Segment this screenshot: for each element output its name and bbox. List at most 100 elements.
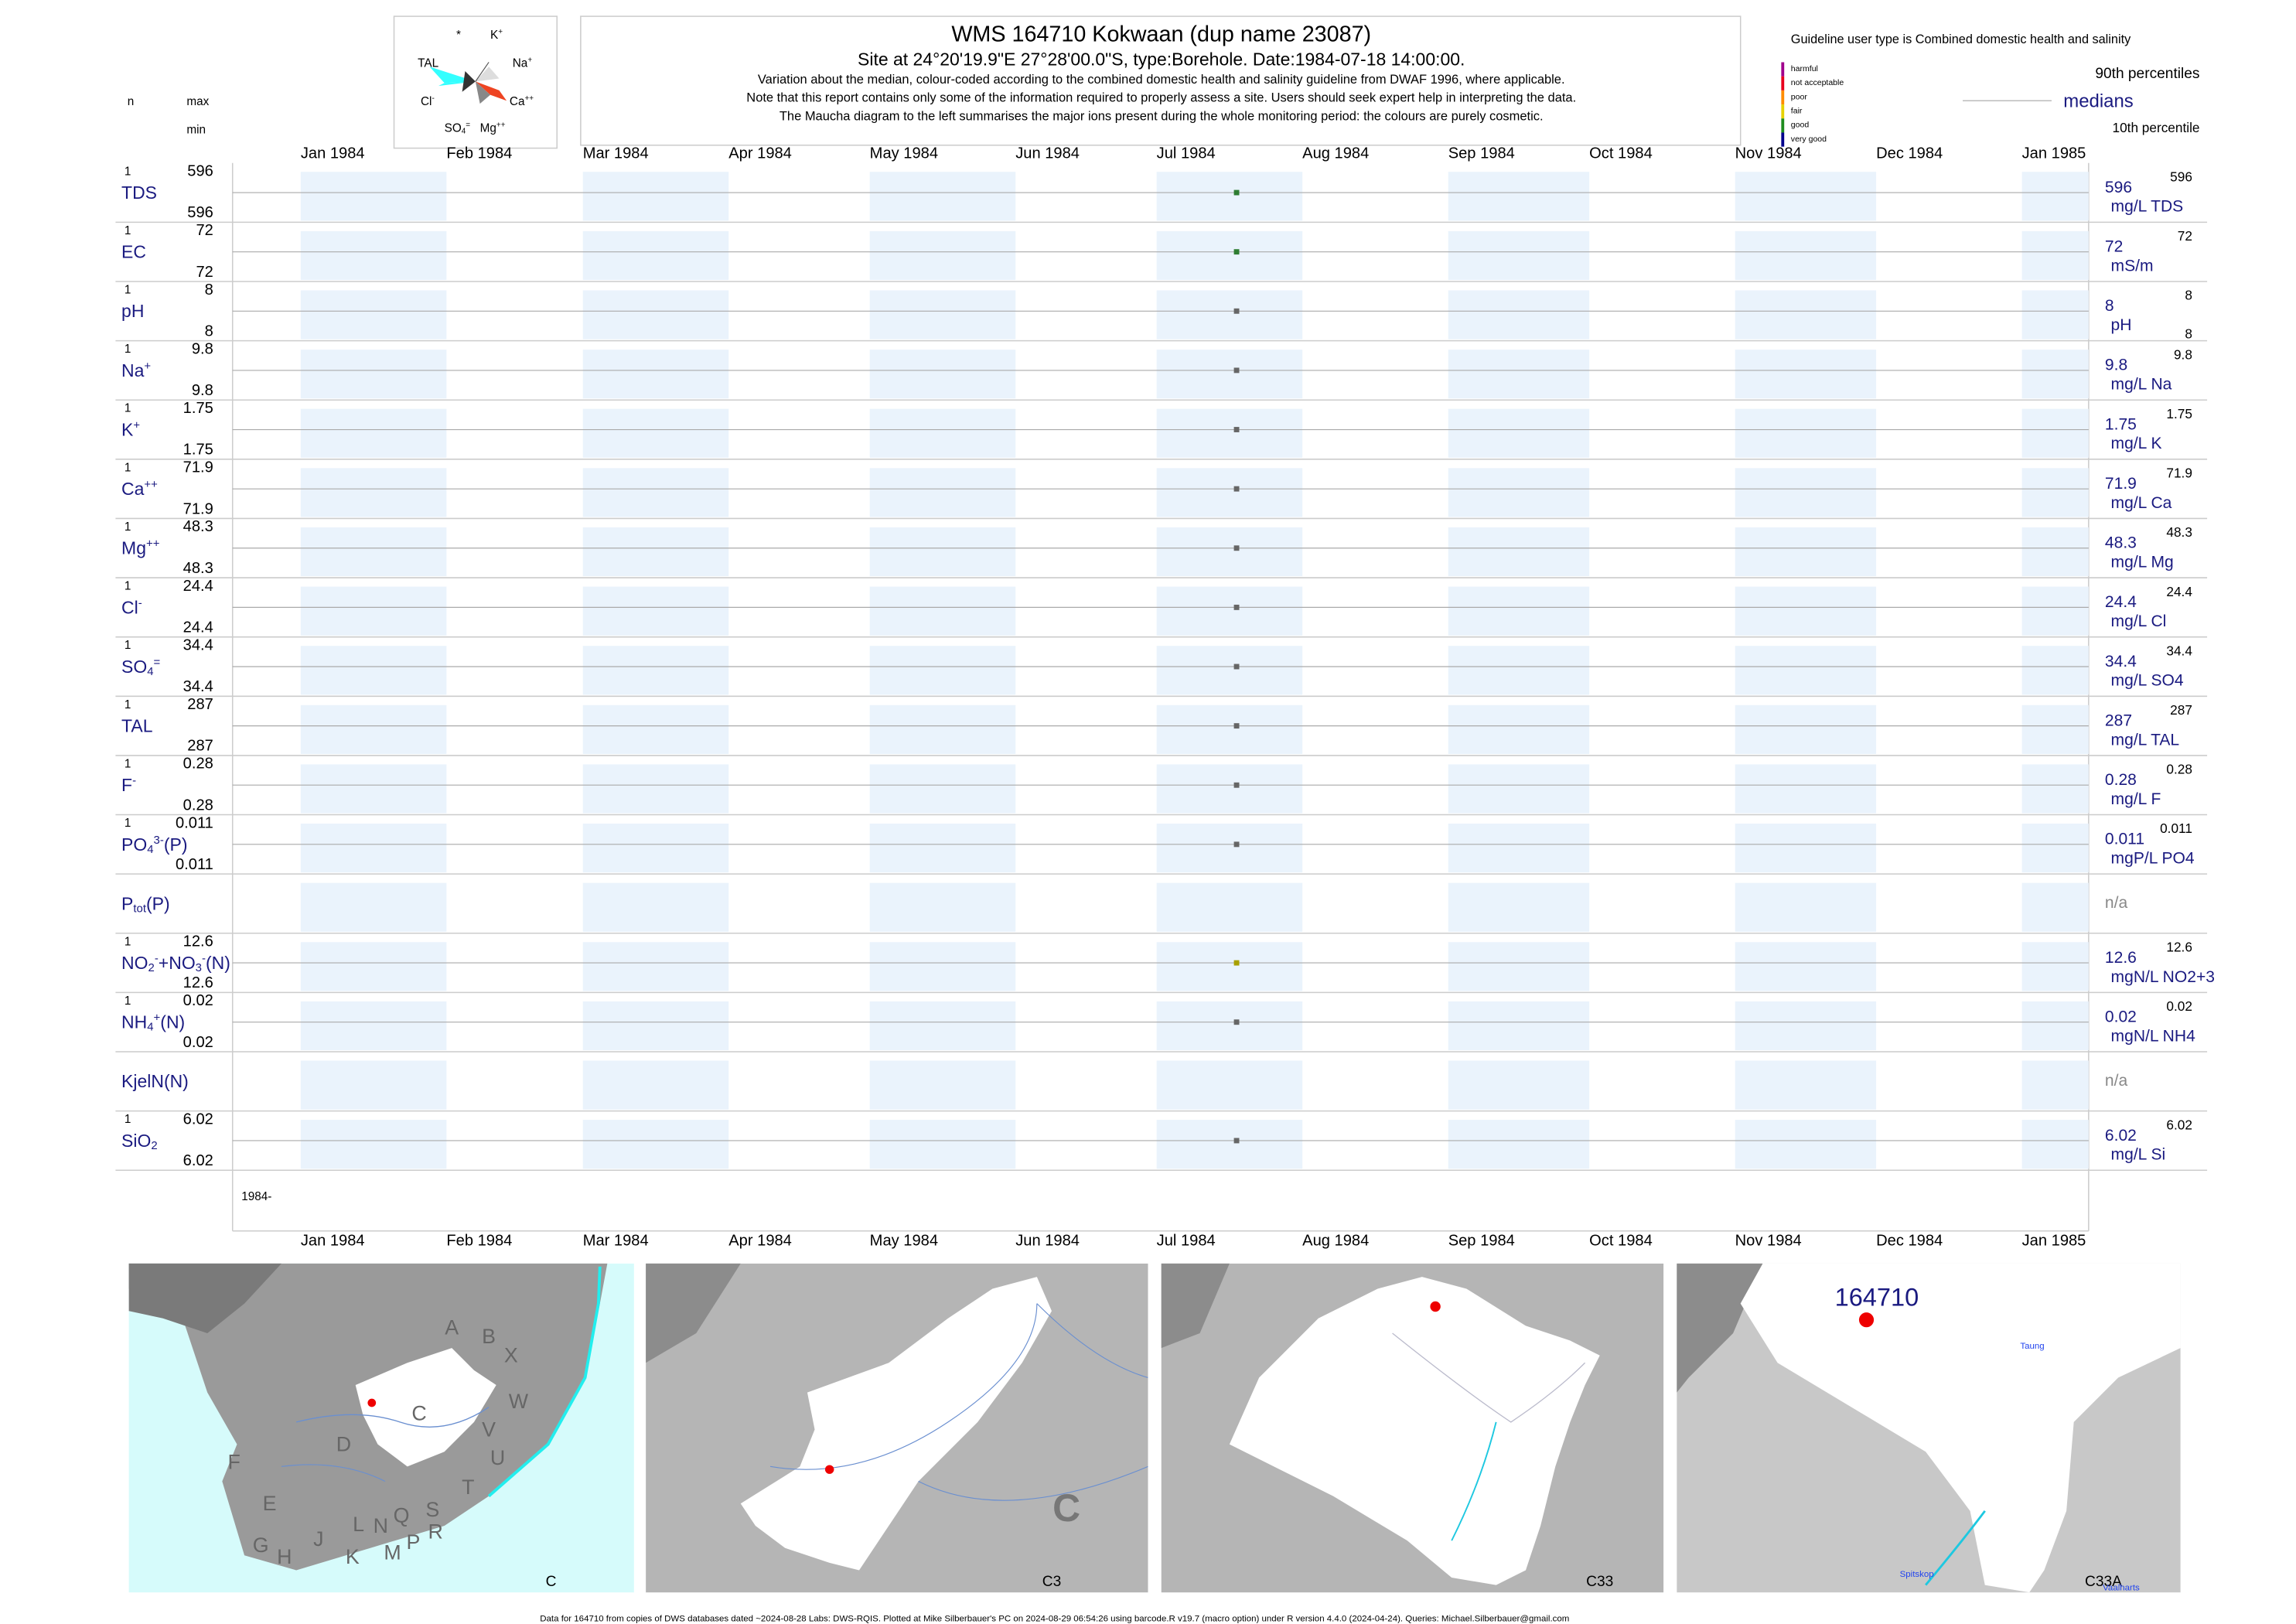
map-title: C33	[1586, 1574, 1613, 1590]
label-part: +	[498, 28, 503, 36]
legend-swatch	[1781, 62, 1785, 77]
note: Variation about the median, colour-coded…	[758, 73, 1565, 87]
maucha-label: TAL	[418, 56, 438, 70]
month-band	[1448, 408, 1590, 458]
sample-point	[1233, 723, 1240, 729]
x-tick-label: Mar 1984	[583, 145, 649, 162]
label-part: 4	[147, 665, 153, 678]
p90-value: 48.3	[2166, 524, 2192, 540]
month-band	[2021, 882, 2089, 932]
min-value: 287	[187, 738, 213, 755]
label-part: Na	[121, 360, 145, 380]
month-band	[1448, 290, 1590, 339]
month-band	[1735, 290, 1877, 339]
max-value: 6.02	[183, 1111, 213, 1128]
label-part: TAL	[121, 716, 153, 736]
label-part: 3	[196, 961, 202, 974]
min-value: 71.9	[183, 500, 213, 517]
month-band	[300, 646, 447, 695]
label-part: Mg	[121, 538, 146, 558]
month-band	[869, 705, 1016, 755]
month-band	[1735, 1060, 1877, 1110]
map-label: F	[227, 1451, 240, 1474]
legend-class: harmful	[1791, 64, 1818, 73]
parameter-label: K+	[121, 419, 140, 440]
parameter-label: Ca++	[121, 478, 158, 499]
count: 1	[125, 461, 131, 474]
month-band	[1156, 1060, 1303, 1110]
parameter-label: Mg++	[121, 537, 159, 558]
median-value: 71.9	[2105, 475, 2137, 493]
month-band	[1735, 350, 1877, 399]
month-band	[1156, 408, 1303, 458]
max-value: 596	[187, 163, 213, 180]
month-band	[1156, 942, 1303, 991]
label-part: K	[121, 420, 134, 440]
label-part: tot	[133, 902, 146, 916]
label-part: +	[144, 360, 151, 373]
parameter-label: Na+	[121, 360, 151, 380]
sample-point	[1233, 1019, 1240, 1025]
month-band	[582, 290, 729, 339]
label-part: F	[121, 775, 132, 795]
count: 1	[125, 1113, 131, 1126]
x-tick-label: Jun 1984	[1015, 145, 1080, 162]
legend-class: good	[1791, 121, 1810, 130]
month-band	[2021, 408, 2089, 458]
month-band	[1735, 764, 1877, 814]
p90-value: 24.4	[2166, 584, 2192, 599]
month-band	[1735, 824, 1877, 873]
label-part: SO	[445, 122, 462, 135]
month-band	[869, 1060, 1016, 1110]
p90-value: 596	[2170, 169, 2192, 184]
month-band	[300, 468, 447, 517]
median-value: 48.3	[2105, 534, 2137, 552]
month-band	[1448, 527, 1590, 577]
month-band	[582, 408, 729, 458]
count: 1	[125, 639, 131, 652]
x-tick-label: Jun 1984	[1015, 1233, 1080, 1250]
median-value: 24.4	[2105, 593, 2137, 611]
month-band	[1156, 705, 1303, 755]
month-band	[1156, 290, 1303, 339]
unit: mg/L Mg	[2111, 553, 2174, 571]
month-band	[582, 468, 729, 517]
label-part: =	[154, 656, 161, 669]
label-part: NH	[121, 1012, 147, 1032]
sample-point	[1233, 249, 1240, 255]
min-value: 9.8	[192, 382, 213, 399]
month-band	[869, 882, 1016, 932]
title: WMS 164710 Kokwaan (dup name 23087)	[951, 22, 1371, 47]
x-tick-label: Sep 1984	[1448, 1233, 1515, 1250]
map-label: N	[374, 1514, 388, 1537]
label-part: SiO	[121, 1131, 151, 1151]
parameter-label: pH	[121, 301, 144, 321]
p90-value: 71.9	[2166, 466, 2192, 481]
month-band	[1735, 1001, 1877, 1051]
month-band	[1156, 468, 1303, 517]
count: 1	[125, 698, 131, 711]
month-band	[582, 586, 729, 636]
median-value: 0.28	[2105, 771, 2137, 789]
x-tick-label: Aug 1984	[1302, 1233, 1369, 1250]
p10-value: 8	[2185, 326, 2192, 341]
month-band	[582, 1120, 729, 1169]
label-part: -	[138, 596, 142, 609]
sample-point	[1233, 308, 1240, 314]
sample-point	[1233, 604, 1240, 610]
x-tick-label: Sep 1984	[1448, 145, 1515, 162]
legend-lower: 10th percentile	[2113, 120, 2200, 135]
label-part: -	[155, 952, 159, 965]
column-header: n	[128, 95, 135, 108]
parameter-label: Cl-	[121, 596, 142, 617]
month-band	[300, 290, 447, 339]
column-header: min	[186, 124, 206, 137]
x-tick-label: Dec 1984	[1876, 1233, 1943, 1250]
parameter-label: Ptot(P)	[121, 893, 170, 915]
sample-point	[1233, 841, 1240, 848]
month-band	[2021, 350, 2089, 399]
month-band	[300, 882, 447, 932]
month-band	[300, 705, 447, 755]
month-band	[1156, 586, 1303, 636]
map-label: X	[504, 1344, 518, 1367]
